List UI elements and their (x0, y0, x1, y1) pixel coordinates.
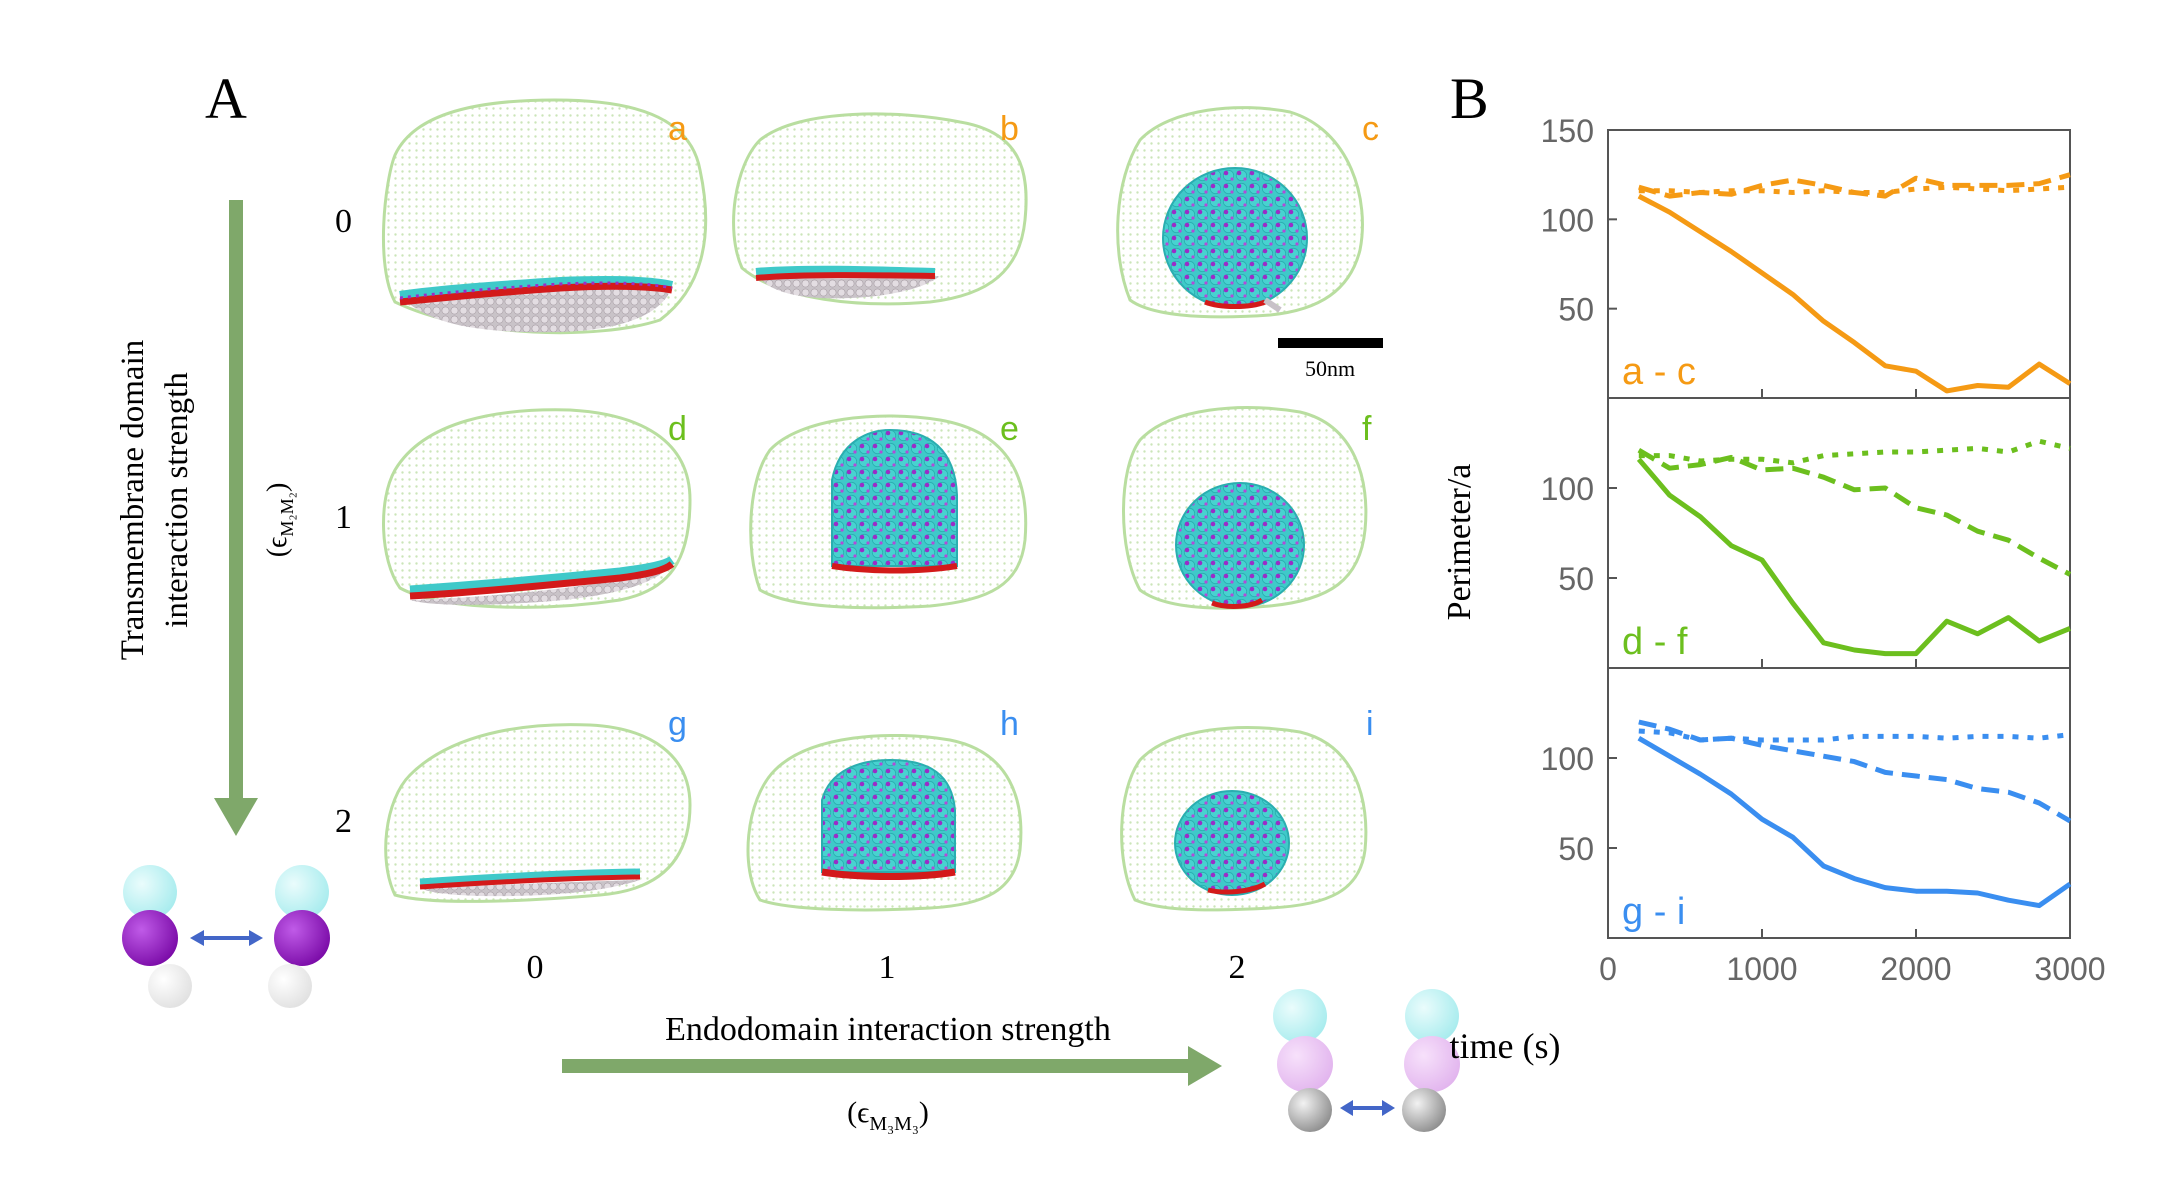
snapshot-letter-e: e (1000, 410, 1019, 448)
snapshot-f (1122, 406, 1368, 610)
y-axis-title: Perimeter/a (1441, 464, 1478, 621)
scale-bar (1278, 338, 1383, 348)
x-tick-label: 2000 (1880, 951, 1951, 987)
x-tick-label: 3000 (2034, 951, 2105, 987)
snapshot-letter-g: g (668, 705, 687, 743)
endodomain-molecule-pair-icon (1273, 989, 1460, 1132)
subplot-label: d - f (1622, 621, 1688, 663)
subplot-label: g - i (1622, 891, 1685, 933)
scale-bar-label: 50nm (1305, 356, 1355, 381)
series-line-e (1637, 448, 2072, 577)
snapshot-e (749, 414, 1028, 610)
snapshot-letter-i: i (1366, 705, 1374, 743)
horizontal-axis-symbol: (ϵM₃M₃) (847, 1096, 929, 1135)
row-label-0: 0 (335, 203, 352, 240)
y-tick-label: 50 (1558, 292, 1594, 328)
row-label-1: 1 (335, 499, 352, 536)
line-chart: 150 100 50 a - c 100 50 d - f 100 50 g - i0 1000 20… (1541, 113, 2106, 987)
snapshot-h (746, 733, 1023, 912)
subplot-frame (1607, 667, 2071, 939)
snapshot-letter-b: b (1000, 110, 1019, 148)
series-line-b (1638, 172, 2071, 199)
snapshot-letter-h: h (1000, 705, 1019, 743)
horizontal-arrow-head (1188, 1046, 1222, 1086)
vertical-arrow-head (214, 798, 258, 836)
series-line-h (1638, 719, 2072, 824)
snapshot-a (382, 98, 708, 335)
subplot-2: 100 50 g - i (1541, 667, 2072, 939)
snapshot-g (384, 723, 692, 903)
snapshot-letter-a: a (668, 110, 687, 148)
x-axis-title: time (s) (1450, 1026, 1561, 1066)
subplot-0: 150 100 50 a - c (1541, 113, 2072, 399)
series-line-g (1638, 728, 2071, 743)
snapshot-letter-f: f (1362, 410, 1372, 448)
y-tick-label: 100 (1541, 202, 1594, 238)
y-tick-label: 100 (1541, 741, 1594, 777)
series-line-i (1637, 736, 2072, 909)
snapshot-grid (382, 98, 1368, 912)
snapshot-c (1116, 106, 1364, 319)
vertical-axis-label-line2: interaction strength (159, 372, 195, 628)
subplot-1: 100 50 d - f (1541, 397, 2072, 669)
y-tick-label: 50 (1558, 561, 1594, 597)
y-tick-label: 100 (1541, 471, 1594, 507)
series-line-f (1636, 457, 2071, 657)
horizontal-axis-label: Endodomain interaction strength (665, 1011, 1111, 1048)
snapshot-d (382, 408, 692, 609)
snapshot-letter-d: d (668, 410, 687, 448)
panel-a-label: A (205, 66, 247, 131)
panel-b-label: B (1450, 66, 1489, 131)
snapshot-i (1120, 726, 1368, 912)
y-tick-label: 50 (1558, 831, 1594, 867)
column-label-2: 2 (1229, 949, 1246, 986)
snapshot-letter-c: c (1362, 110, 1379, 148)
series-line-d (1638, 438, 2071, 466)
row-label-2: 2 (335, 803, 352, 840)
series-line-c (1637, 193, 2072, 394)
y-tick-label: 150 (1541, 113, 1594, 149)
column-label-1: 1 (879, 949, 896, 986)
subplot-label: a - c (1622, 351, 1696, 393)
x-tick-label: 1000 (1726, 951, 1797, 987)
snapshot-b (732, 112, 1028, 306)
column-label-0: 0 (527, 949, 544, 986)
vertical-axis-label-line1: Transmembrane domain (115, 340, 151, 660)
transmembrane-molecule-pair-icon (122, 865, 330, 1008)
x-tick-label: 0 (1599, 951, 1617, 987)
vertical-axis-symbol: (ϵM₂M₂) (262, 483, 297, 558)
